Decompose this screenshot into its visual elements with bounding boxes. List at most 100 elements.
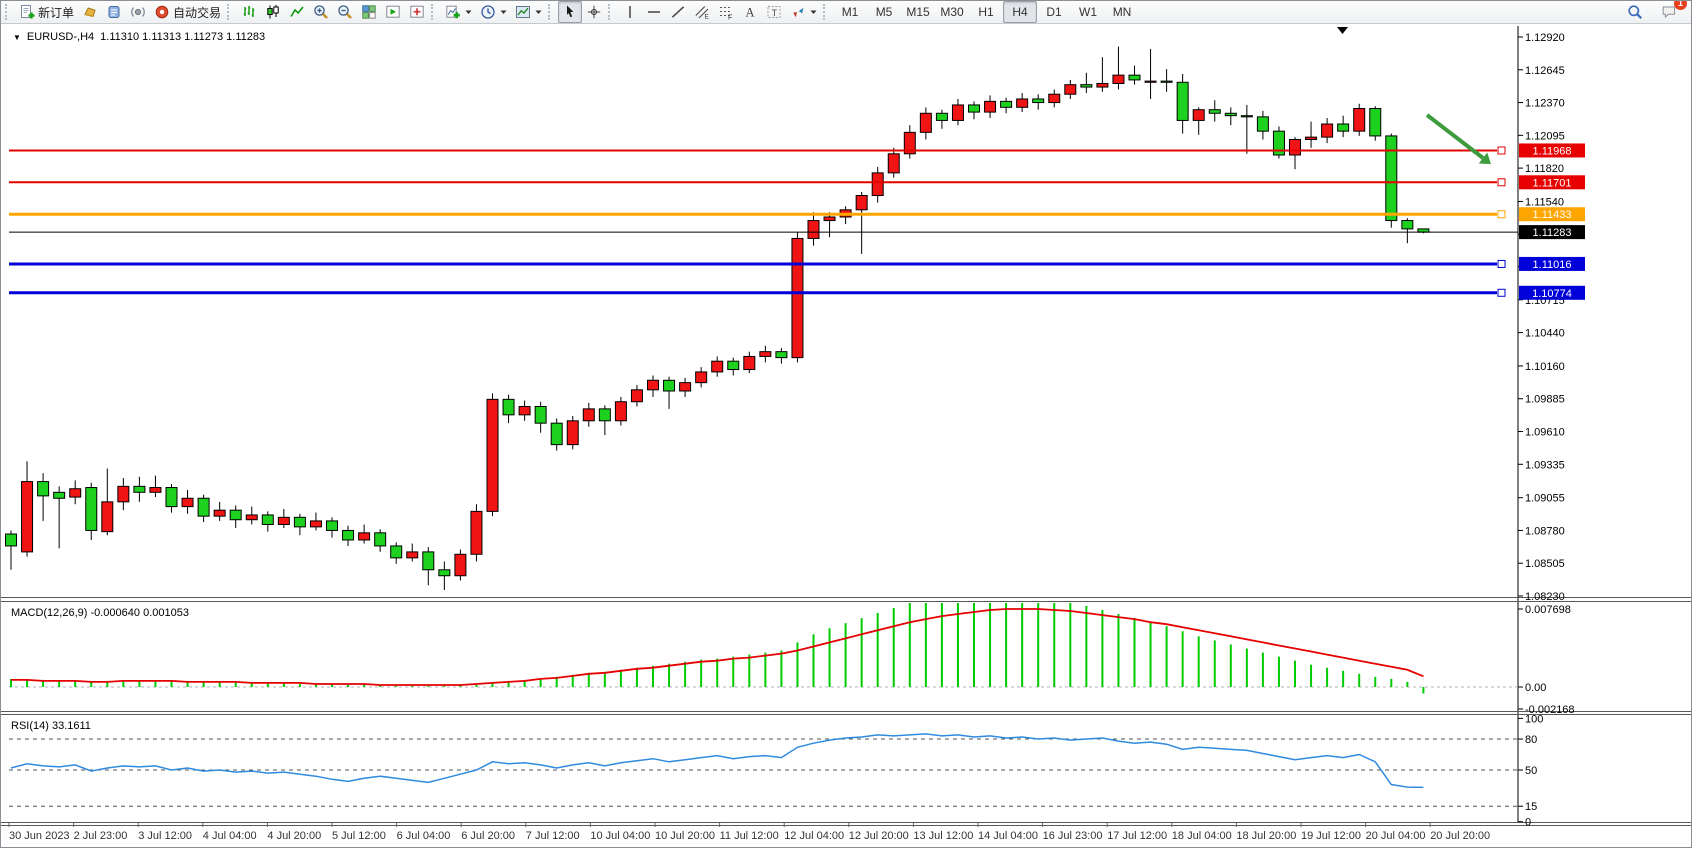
level-handle[interactable] [1497,259,1506,268]
line-chart-button[interactable] [285,1,309,23]
candle-body [1208,109,1221,114]
indicator-window-button[interactable] [381,1,405,23]
svg-text:1.08780: 1.08780 [1525,525,1565,537]
timeframe-m1-button[interactable]: M1 [833,1,867,23]
template-icon [516,6,531,18]
text-button[interactable]: A [738,1,762,23]
chart-profile-button[interactable] [78,1,102,23]
symbol-period-label: EURUSD-,H4 [26,31,95,43]
candle-body [470,510,483,555]
autotrading-button-label: 自动交易 [173,5,222,20]
level-handle[interactable] [1497,210,1506,219]
new-order-button[interactable]: 新订单 [15,1,78,23]
timeframe-m30-button[interactable]: M30 [935,1,969,23]
svg-text:5 Jul 12:00: 5 Jul 12:00 [332,830,386,842]
candle-body [1064,84,1077,95]
chevron-down-icon[interactable]: ▼ [13,32,21,42]
search-button[interactable] [1623,1,1647,23]
trend-arrow-head [1478,152,1491,165]
candle-body [1016,98,1029,108]
trend-arrow-annotation[interactable] [1425,113,1485,160]
publisher-button[interactable] [102,1,126,23]
candle-body [1144,80,1157,83]
svg-text:30 Jun 2023: 30 Jun 2023 [9,830,70,842]
timeframe-h1-button[interactable]: H1 [969,1,1003,23]
periods-button[interactable] [476,1,511,23]
trendline-button[interactable] [666,1,690,23]
text-label-button[interactable]: T [762,1,786,23]
level-handle[interactable] [1497,146,1506,155]
svg-text:20 Jul 20:00: 20 Jul 20:00 [1430,830,1490,842]
add-indicator-button[interactable] [441,1,476,23]
candlestick-button[interactable] [261,1,285,23]
cursor-icon [567,5,574,18]
add-indicator-icon [446,5,460,19]
timeframe-m15-button[interactable]: M15 [901,1,935,23]
svg-text:6 Jul 20:00: 6 Jul 20:00 [461,830,515,842]
chart-window[interactable]: 1.12920 1.12645 1.12370 1.12095 1.11820 1.115… [1,24,1692,848]
svg-text:1.11540: 1.11540 [1525,196,1564,208]
crosshair-button[interactable] [582,1,606,23]
timeframe-h1-button-label: H1 [978,5,994,19]
svg-text:100: 100 [1525,713,1543,725]
candle-body [21,481,34,553]
zoom-out-button[interactable] [333,1,357,23]
main-toolbar: 新订单 自动交易 E F A T M1 M5 M15 M30 H1 H4 D1 W1 MN 1 [1,1,1691,24]
time-axis[interactable]: 30 Jun 2023 2 Jul 23:00 3 Jul 12:00 4 Jul 0… [8,823,1490,842]
arrows-button[interactable] [786,1,821,23]
candle-body [149,487,162,493]
chat-icon [1662,6,1676,19]
candle-body [1401,220,1414,230]
candle-body [935,112,948,121]
chart-shift-marker[interactable] [1337,27,1348,34]
channel-button[interactable]: E [690,1,714,23]
candle-body [454,553,467,577]
toolbar-grip [227,4,234,20]
timeframe-mn-button[interactable]: MN [1105,1,1139,23]
svg-text:1.08505: 1.08505 [1525,558,1565,570]
candle-body [1256,116,1269,132]
clock-icon [481,5,495,19]
svg-text:50: 50 [1525,765,1537,777]
candle-body [229,509,242,521]
zoom-in-button[interactable] [309,1,333,23]
svg-text:E: E [705,14,710,21]
vertical-line-button[interactable] [618,1,642,23]
templates-button[interactable] [511,1,546,23]
price-chart-canvas[interactable]: 1.12920 1.12645 1.12370 1.12095 1.11820 1.115… [1,24,1692,848]
autotrading-button[interactable]: 自动交易 [150,1,225,23]
candle-body [133,485,146,493]
candle-body [5,533,17,547]
level-price-tag [1519,143,1585,158]
candle-body [823,216,836,222]
data-window-button[interactable] [405,1,429,23]
svg-text:17 Jul 12:00: 17 Jul 12:00 [1107,830,1167,842]
svg-text:-0.002168: -0.002168 [1525,704,1575,716]
candlestick-icon [267,5,279,19]
candle-body [390,545,403,559]
text-label-icon: T [767,6,781,18]
candle-body [53,491,66,499]
chat-button[interactable]: 1 [1657,1,1687,23]
autotrading-icon [155,5,169,19]
timeframe-m5-button[interactable]: M5 [867,1,901,23]
broadcast-button[interactable] [126,1,150,23]
bar-chart-button[interactable] [237,1,261,23]
rsi-indicator-label: RSI(14) 33.1611 [11,720,91,732]
svg-text:12 Jul 20:00: 12 Jul 20:00 [849,830,909,842]
timeframe-h4-button[interactable]: H4 [1003,1,1038,23]
horizontal-line-button[interactable] [642,1,666,23]
candle-body [181,497,194,508]
candle-body [582,408,595,422]
tile-windows-button[interactable] [357,1,381,23]
candle-body [1240,115,1253,118]
level-handle[interactable] [1497,288,1506,297]
timeframe-w1-button[interactable]: W1 [1071,1,1105,23]
level-handle[interactable] [1497,178,1506,187]
cursor-button[interactable] [558,1,583,23]
candle-body [197,497,210,517]
toolbar-grip [548,4,555,20]
svg-text:1.09610: 1.09610 [1525,427,1565,439]
fibonacci-button[interactable]: F [714,1,738,23]
timeframe-d1-button[interactable]: D1 [1037,1,1071,23]
